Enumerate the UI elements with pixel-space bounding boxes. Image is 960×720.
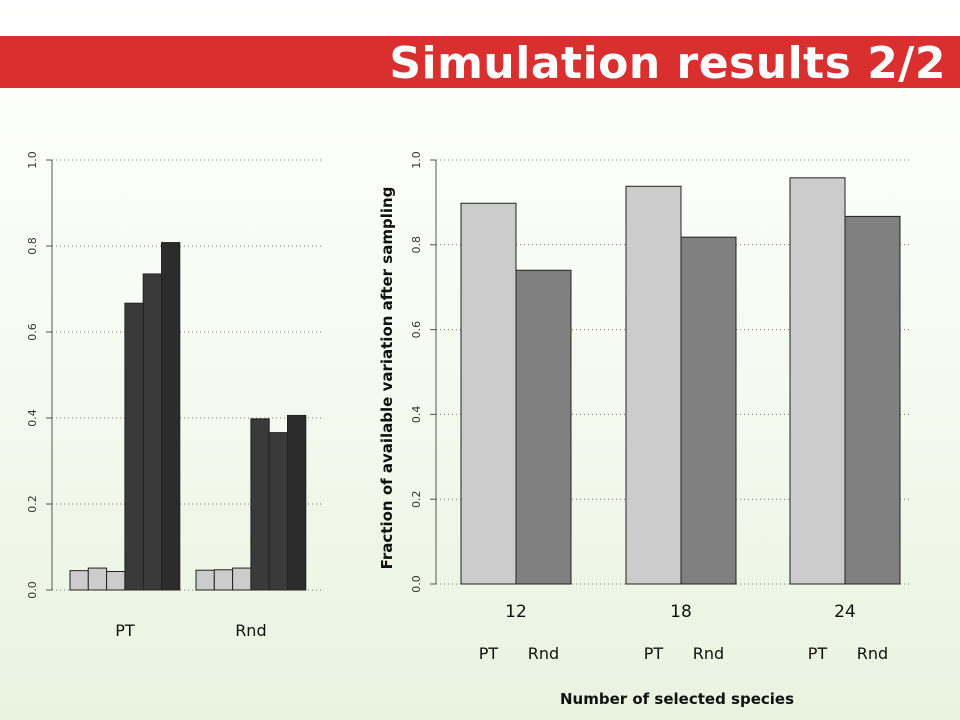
left-bar-rnd-4 xyxy=(250,418,270,591)
right-bar-12-rnd xyxy=(515,269,572,585)
left-bar-rnd-5 xyxy=(268,432,289,591)
left-chart-tick-label: 0.6 xyxy=(26,323,39,341)
left-bar-pt-3 xyxy=(106,571,126,591)
left-bar-rnd-1 xyxy=(195,569,215,591)
right-chart-tick-label: 0.8 xyxy=(410,236,423,254)
right-series-label: Rnd xyxy=(857,644,888,663)
left-chart-tick-label: 0.2 xyxy=(26,495,39,513)
slide-title: Simulation results 2/2 xyxy=(389,38,946,89)
right-bar-18-rnd xyxy=(680,236,737,585)
right-chart-tick-label: 0.6 xyxy=(410,321,423,339)
right-bar-24-rnd xyxy=(844,215,901,585)
left-chart-tick-label: 0.8 xyxy=(26,237,39,255)
title-bar: Simulation results 2/2 xyxy=(0,36,960,89)
left-chart-tick-label: 0.0 xyxy=(26,581,39,599)
left-chart-tick-label: 0.4 xyxy=(26,409,39,427)
right-series-label: Rnd xyxy=(528,644,559,663)
left-bar-pt-5 xyxy=(142,273,162,591)
left-bar-pt-2 xyxy=(87,567,108,591)
right-chart-tick-label: 0.4 xyxy=(410,406,423,424)
right-chart-tick-label: 1.0 xyxy=(410,151,423,169)
right-y-axis-title: Fraction of available variation after sa… xyxy=(378,187,396,570)
right-category-label: 24 xyxy=(834,602,856,622)
right-bar-12-pt xyxy=(460,202,517,585)
left-bar-pt-4 xyxy=(124,302,144,591)
left-group-label: PT xyxy=(115,621,135,640)
left-bar-pt-1 xyxy=(69,570,89,591)
left-bar-rnd-2 xyxy=(213,569,234,591)
left-chart-tick-label: 1.0 xyxy=(26,151,39,169)
right-category-label: 12 xyxy=(505,602,527,622)
left-bar-rnd-6 xyxy=(287,414,307,591)
left-group-label: Rnd xyxy=(235,621,266,640)
right-x-axis-title: Number of selected species xyxy=(560,690,794,708)
left-bar-pt-6 xyxy=(161,242,181,591)
right-series-label: PT xyxy=(808,644,828,663)
right-chart-tick-label: 0.2 xyxy=(410,490,423,508)
right-bar-24-pt xyxy=(789,177,846,585)
right-series-label: PT xyxy=(644,644,664,663)
right-bar-18-pt xyxy=(625,185,682,585)
right-chart-tick-label: 0.0 xyxy=(410,575,423,593)
right-series-label: PT xyxy=(479,644,499,663)
left-bar-rnd-3 xyxy=(232,567,252,591)
right-series-label: Rnd xyxy=(693,644,724,663)
right-category-label: 18 xyxy=(670,602,692,622)
